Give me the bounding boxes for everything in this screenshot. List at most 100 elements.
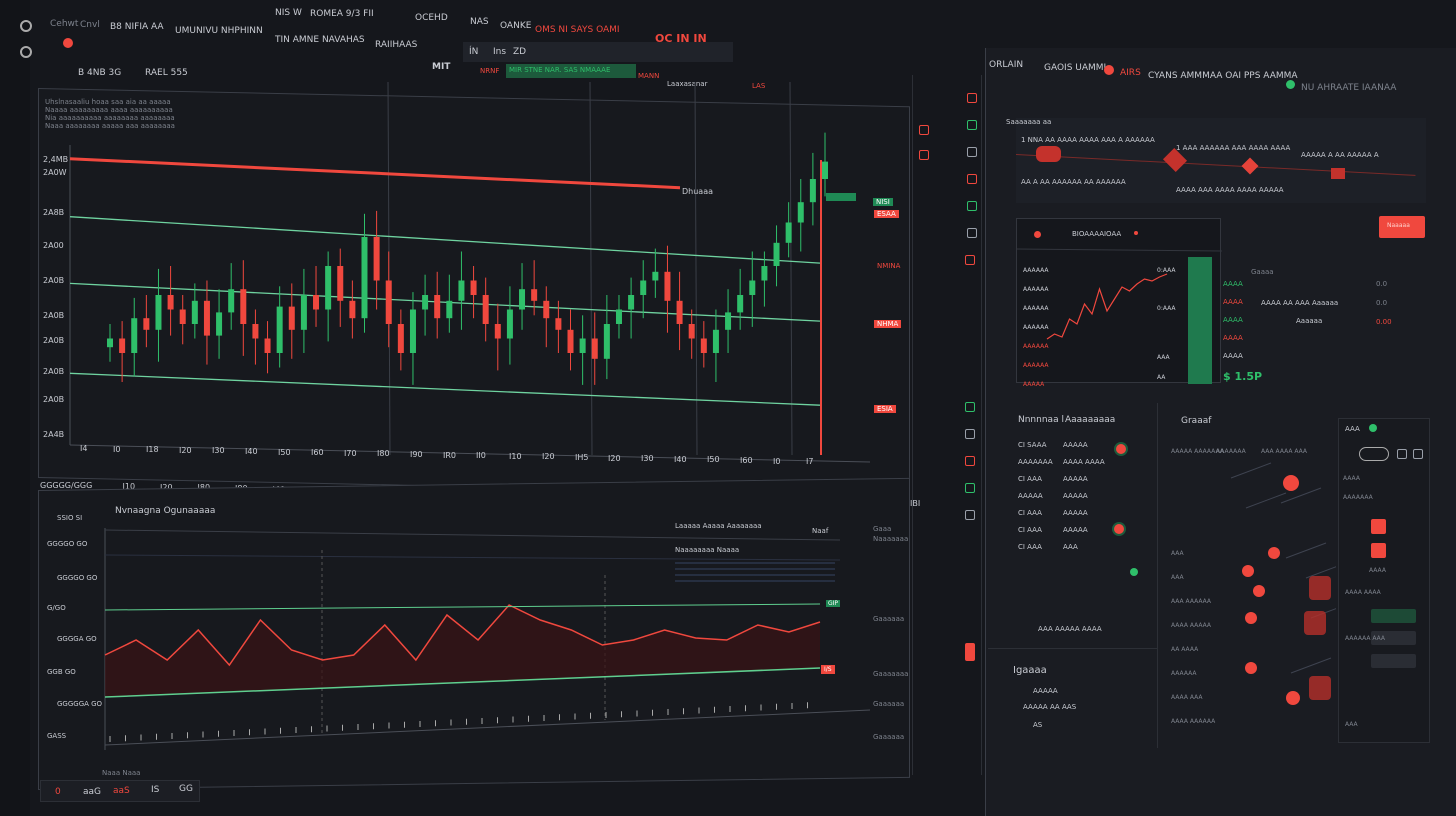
header-item[interactable]: CYANS AMMMAA OAI PPS AAMMA [1148,71,1298,81]
order-marker[interactable] [1130,568,1138,576]
control-button[interactable] [1371,654,1416,668]
candle [458,280,465,301]
order-marker[interactable] [1114,524,1124,534]
toolbar-button[interactable]: aaG [83,787,102,797]
mini-y-label: AAAAAA [1023,362,1049,369]
red-square-button[interactable] [1371,519,1386,534]
candle [397,324,404,353]
menu-item[interactable]: B8 NIFIA AA [110,22,164,32]
menu-item[interactable]: Cehwt [50,19,79,29]
event-marker[interactable] [1331,168,1345,179]
grid-icon[interactable] [965,510,975,520]
candle [191,300,198,324]
header-item[interactable]: ORLAIN [989,60,1024,70]
toolbar-button[interactable]: 0 [55,787,61,797]
event-marker[interactable] [1036,146,1061,162]
menu-item[interactable]: NAS [470,17,489,27]
tab[interactable]: ÍN [469,47,479,57]
toolbar-button[interactable]: aaS [113,786,130,796]
right-panel: ORLAIN GAOIS UAMMI AIRS CYANS AMMMAA OAI… [985,48,1456,816]
alert-icon[interactable] [967,201,977,211]
side-bar-green [1188,257,1212,384]
order-marker[interactable] [1116,444,1126,454]
network-graph[interactable] [1171,408,1336,748]
red-square-button[interactable] [1371,543,1386,558]
mini-value: AA [1157,374,1166,381]
settings-icon[interactable] [965,483,975,493]
ticker-green-bar: MIR STNE NAR. SAS NMAAAE [506,64,636,78]
draw-icon[interactable] [967,120,977,130]
status-dot-green [1286,80,1295,89]
header-item[interactable]: AIRS [1120,68,1141,78]
candle [203,300,210,336]
eye-icon[interactable] [965,456,975,466]
menu-item[interactable]: NIS W [275,8,302,18]
toggle-switch[interactable] [1359,447,1389,461]
x-tick-label: I20 [542,452,555,462]
text-icon[interactable] [967,228,977,238]
candle [809,179,816,203]
menu-item[interactable]: Cnvl [80,20,100,30]
trend-line [69,372,821,406]
x-tick-label: I50 [278,447,291,457]
lock-icon[interactable] [965,402,975,412]
square-button[interactable] [1397,449,1407,459]
magnet-icon[interactable] [967,147,977,157]
action-button[interactable]: Naaaaa [1379,216,1425,238]
ticker-label: MIT [432,62,451,72]
network-edge [1285,542,1327,559]
green-toggle-button[interactable] [1371,609,1416,623]
globe-icon[interactable] [20,20,32,32]
right-axis-label: Naaaaaaa [873,535,909,543]
header-item[interactable]: NU AHRAATE IAANAA [1301,83,1397,93]
chart-icon[interactable] [967,93,977,103]
orderbook-footer: AAA AAAAA AAAA [1038,625,1102,633]
grid-line [589,81,593,456]
candle [179,309,186,324]
x-tick-label: II0 [476,451,486,461]
candle [822,161,828,179]
menu-item[interactable]: ROMEA 9/3 FII [310,9,374,19]
menu-item[interactable]: TIN AMNE NAVAHAS [275,35,365,45]
menu-item[interactable]: UMUNIVU NHPHINN [175,26,263,36]
orderbook-cell: AAAAA [1063,475,1088,483]
square-button[interactable] [1413,449,1423,459]
x-tick-label: I80 [377,449,390,459]
x-tick-label: I60 [311,448,324,458]
event-marker[interactable] [1241,157,1259,175]
toolbar-button[interactable]: IS [151,785,160,795]
menu-item[interactable]: OCEHD [415,13,448,23]
alert-icon[interactable] [919,150,929,160]
symbol-box[interactable]: B 4NB 3G RAEL 555 [75,68,195,82]
x-tick-label: I40 [245,447,258,456]
candle [712,329,719,353]
menu-item[interactable]: RAIIHAAS [375,40,418,50]
right-axis-label: Gaaa [873,525,892,533]
network-label: AAAAAAA [1216,448,1246,455]
red-tool-button[interactable] [965,643,975,661]
tab[interactable]: Ins [493,47,507,57]
trash-icon[interactable] [965,429,975,439]
alert-icon[interactable] [919,125,929,135]
strip-title: Saaaaaaa aa [1006,118,1052,126]
quote-row: AAAA [1223,334,1243,342]
orderbook-cell: AAAA AAAA [1063,458,1105,466]
candle [652,271,659,281]
alert-text[interactable]: OMS NI SAYS OAMI [535,25,620,35]
y-tick-label: 2,4MB [43,155,69,164]
toolbar-button[interactable]: GG [179,784,193,794]
menu-item[interactable]: OANKE [500,21,532,31]
globe-icon[interactable] [20,46,32,58]
candle [252,324,259,339]
candle [785,222,792,243]
ruler-icon[interactable] [967,174,977,184]
user-avatar[interactable] [63,38,73,48]
mini-y-label: AAAAAA [1023,286,1049,293]
orderbook-header: Aaaaaaaaa [1065,415,1116,425]
control-button[interactable] [1371,631,1416,645]
tab[interactable]: ZD [513,47,527,57]
layers-icon[interactable] [965,255,975,265]
header-item[interactable]: GAOIS UAMMI [1044,63,1107,73]
